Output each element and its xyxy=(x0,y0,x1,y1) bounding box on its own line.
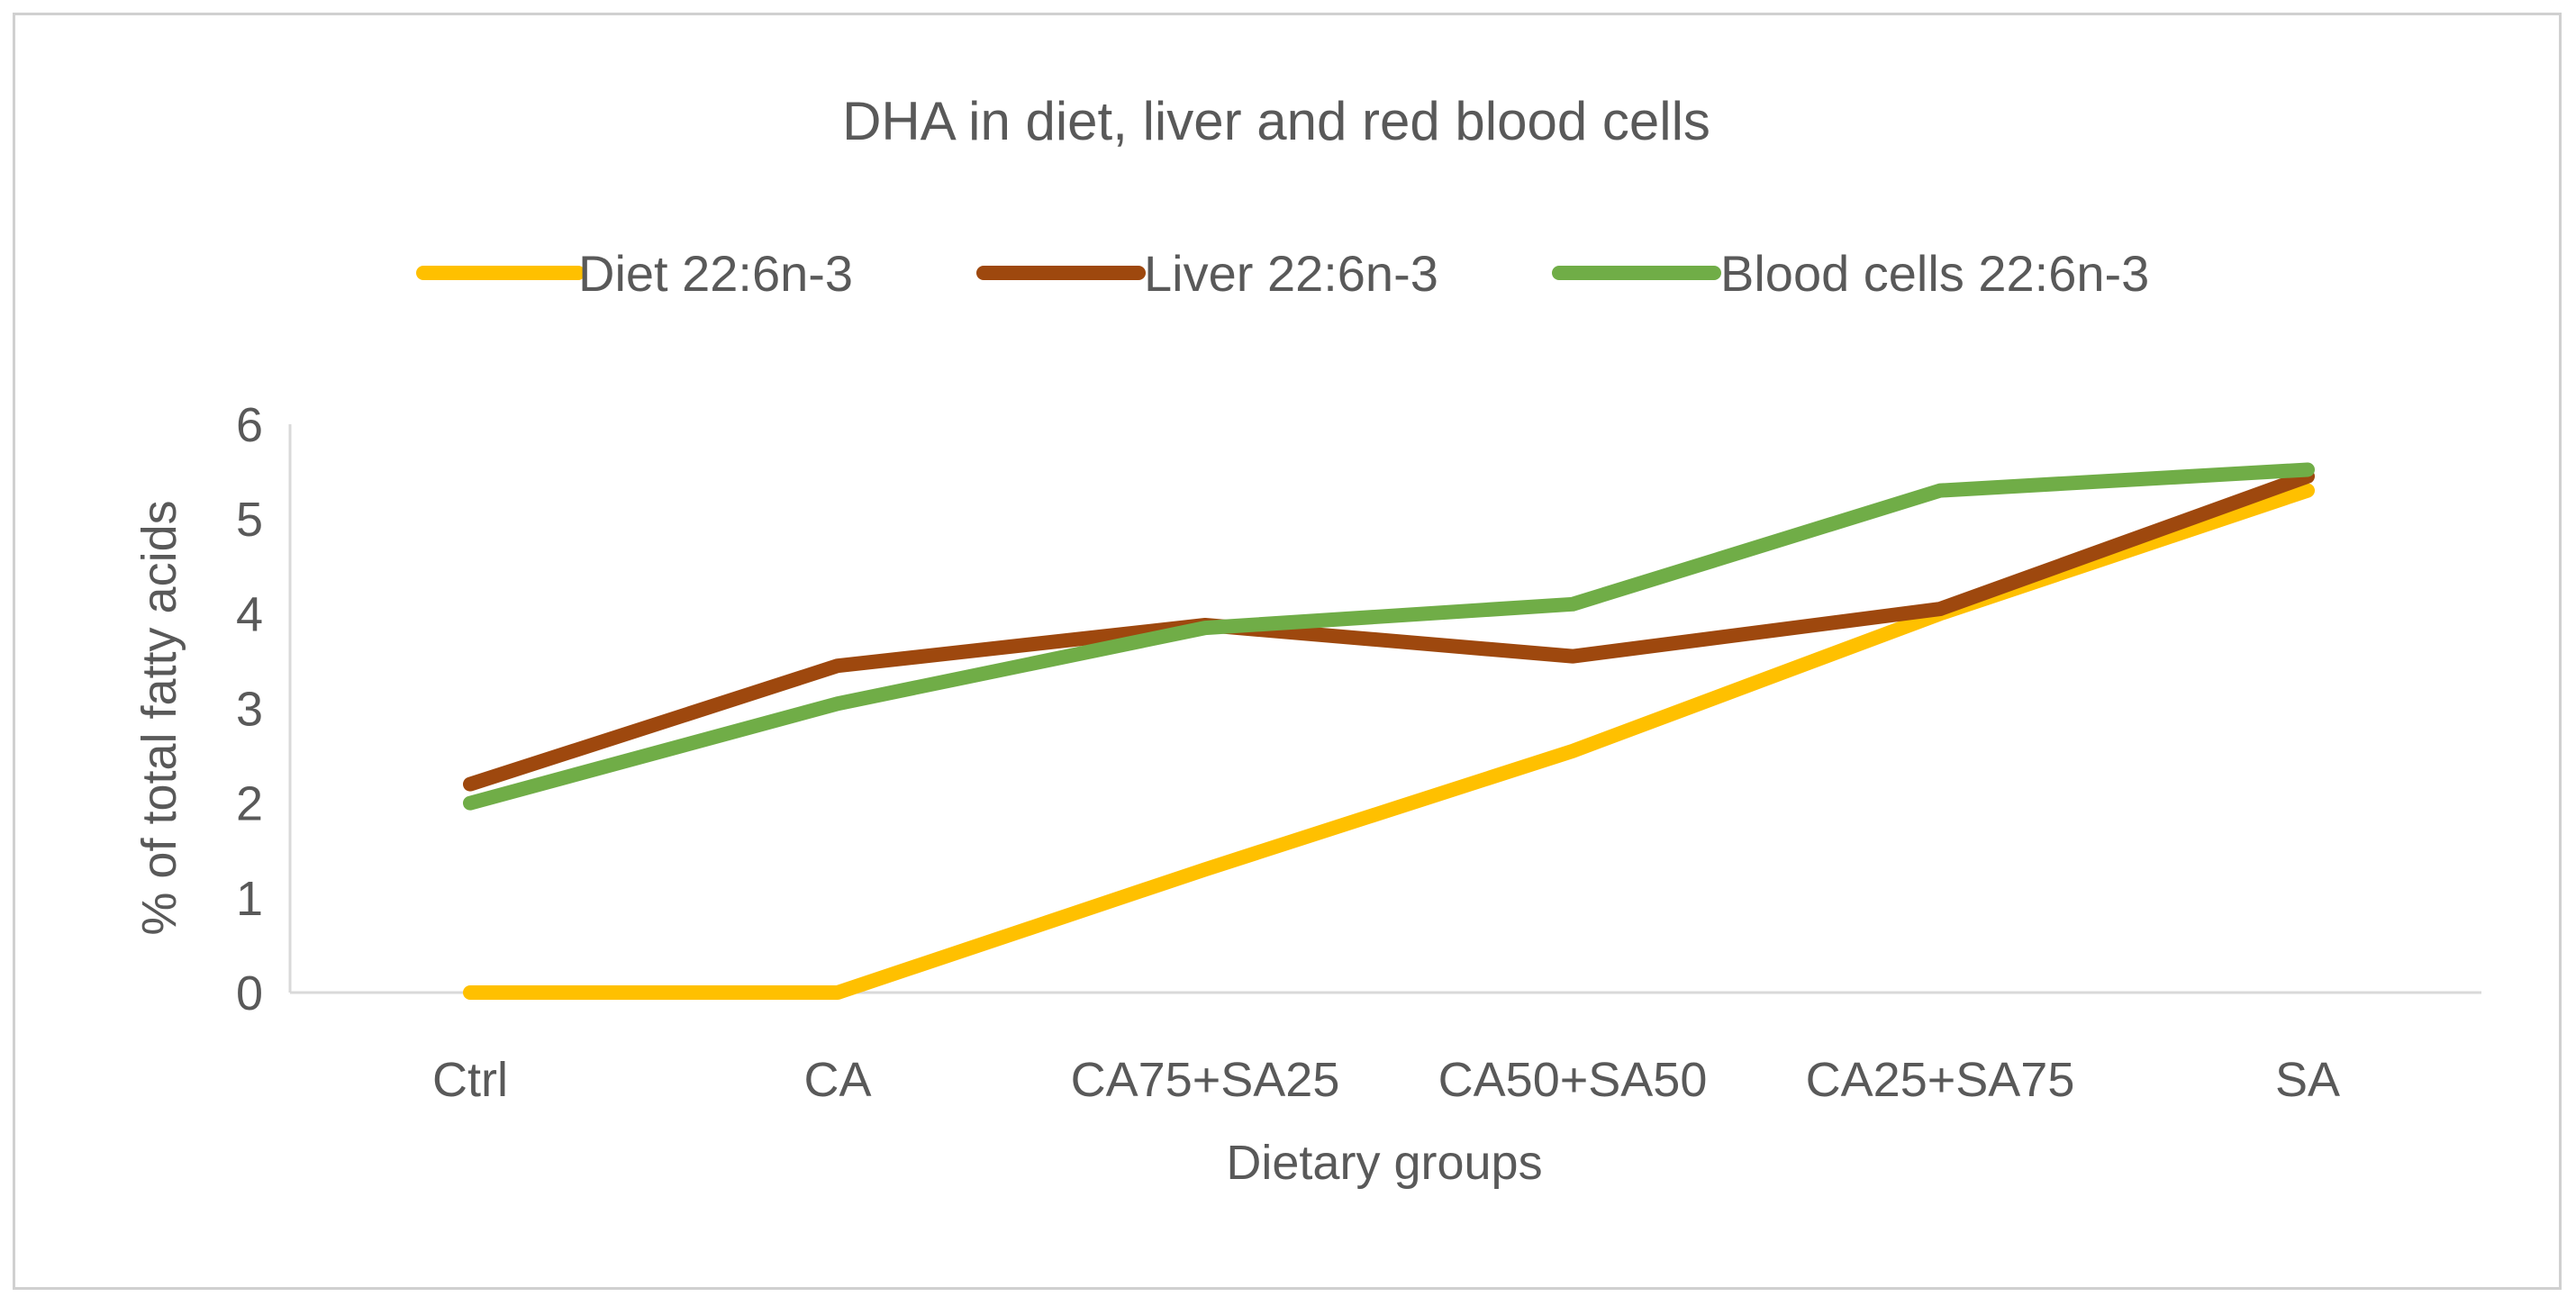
chart-title: DHA in diet, liver and red blood cells xyxy=(842,91,1710,151)
line-chart: DHA in diet, liver and red blood cells D… xyxy=(132,91,2481,1190)
chart-frame: DHA in diet, liver and red blood cells D… xyxy=(13,13,2562,1290)
legend-label-1: Diet 22:6n-3 xyxy=(578,245,853,302)
y-tick-label: 5 xyxy=(236,493,263,547)
legend: Diet 22:6n-3 Liver 22:6n-3 Blood cells 22:… xyxy=(416,245,2149,302)
y-tick-label: 6 xyxy=(236,398,263,452)
y-axis-title: % of total fatty acids xyxy=(132,500,186,935)
y-tick-label: 3 xyxy=(236,683,263,737)
series-line-3 xyxy=(463,462,2315,811)
x-tick-label: CA25+SA75 xyxy=(1806,1053,2075,1107)
legend-label-2: Liver 22:6n-3 xyxy=(1144,245,1438,302)
series-line-2 xyxy=(463,468,2315,792)
y-tick-label: 2 xyxy=(236,777,263,831)
y-tick-label: 1 xyxy=(236,872,263,926)
x-tick-label: CA50+SA50 xyxy=(1438,1053,1708,1107)
y-tick-label: 0 xyxy=(236,966,263,1020)
x-tick-labels: Ctrl CA CA75+SA25 CA50+SA50 CA25+SA75 SA xyxy=(432,1053,2340,1107)
x-tick-label: Ctrl xyxy=(432,1053,508,1107)
legend-label-3: Blood cells 22:6n-3 xyxy=(1720,245,2149,302)
x-tick-label: SA xyxy=(2275,1053,2340,1107)
x-axis-title: Dietary groups xyxy=(1226,1136,1542,1190)
y-tick-labels: 0 1 2 3 4 5 6 xyxy=(236,398,263,1020)
series-line-1 xyxy=(463,483,2315,1000)
x-tick-label: CA75+SA25 xyxy=(1071,1053,1340,1107)
x-tick-label: CA xyxy=(803,1053,871,1107)
y-tick-label: 4 xyxy=(236,587,263,641)
series-lines xyxy=(463,462,2315,1000)
